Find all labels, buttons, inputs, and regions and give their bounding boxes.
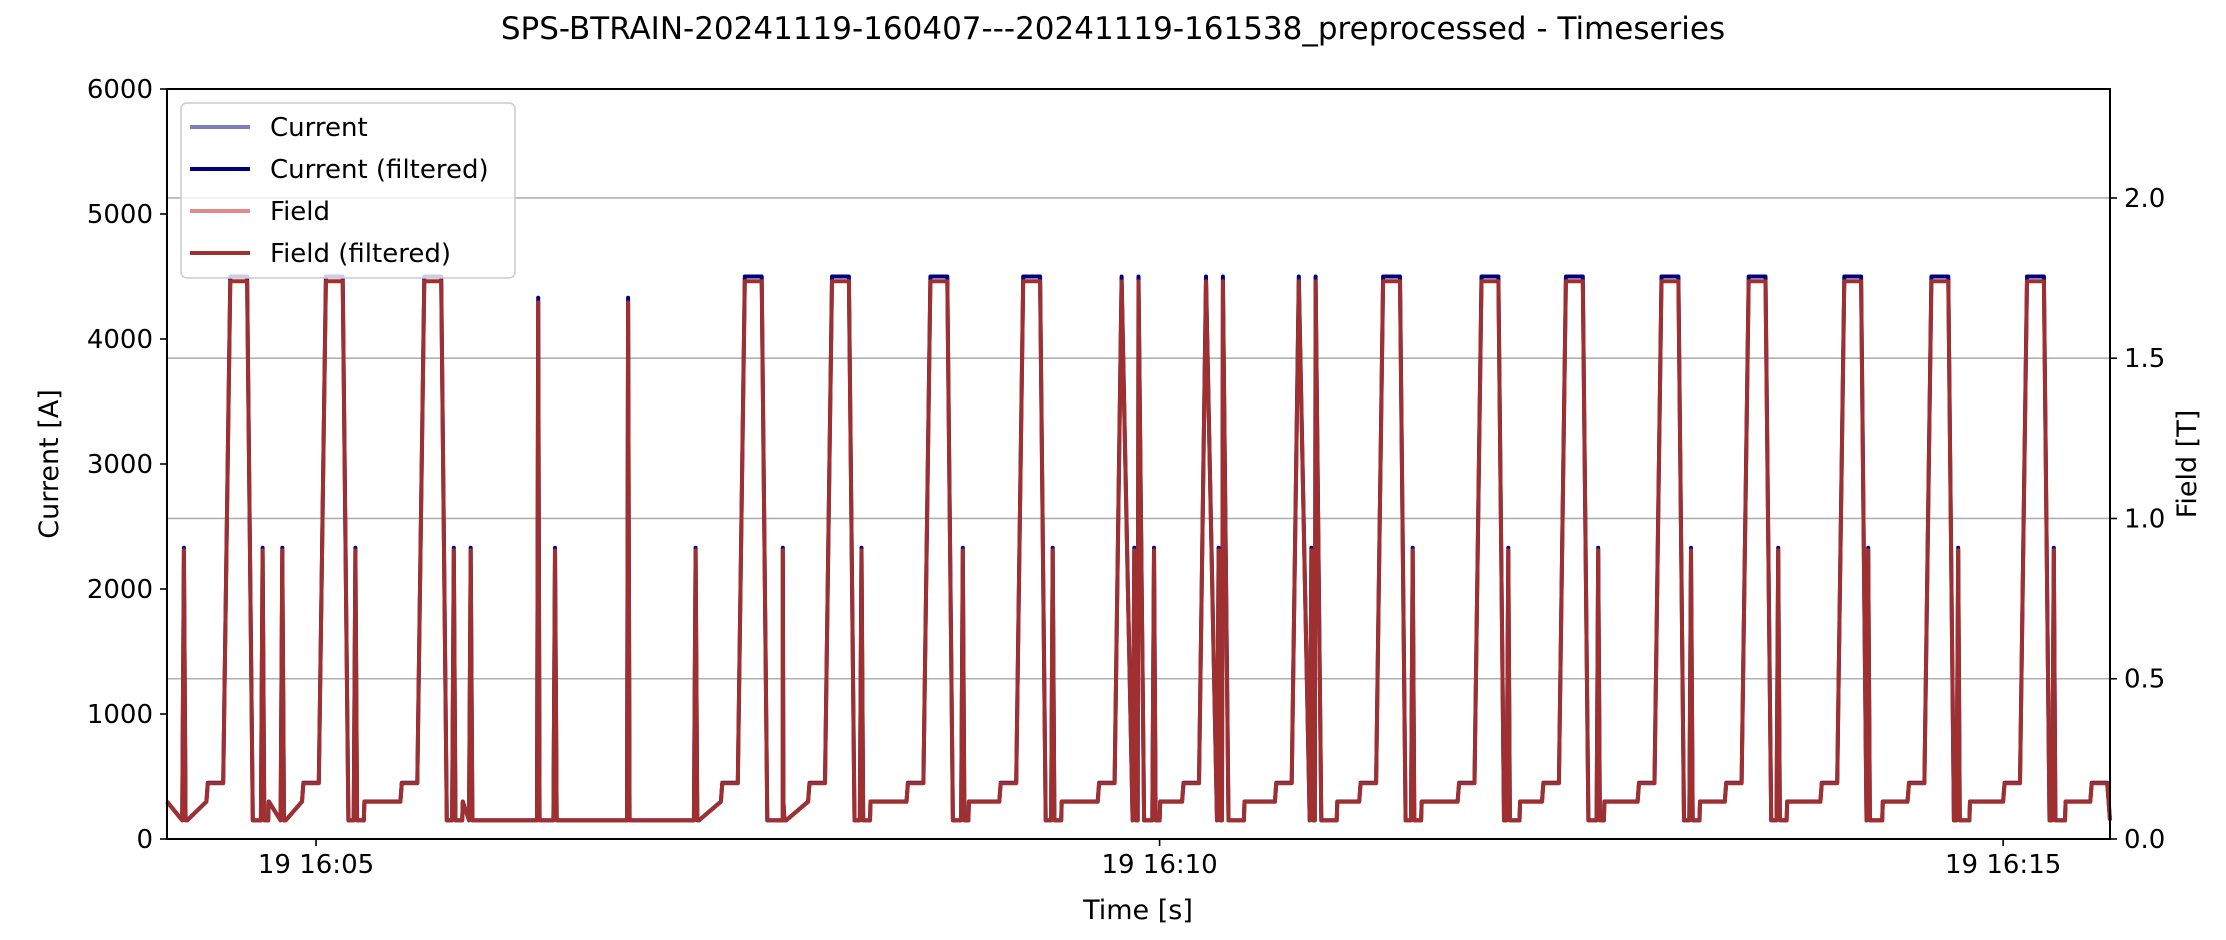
y-tick-label: 1000 — [87, 700, 153, 730]
legend-label: Field (filtered) — [270, 239, 451, 269]
y-tick-label: 4000 — [87, 325, 153, 355]
series-field-filtered-line — [165, 279, 2112, 823]
y-tick-label: 0 — [136, 825, 153, 855]
y-tick-label: 6000 — [87, 75, 153, 105]
x-tick-label: 19 16:15 — [1945, 850, 2061, 880]
y-tick-label: 3000 — [87, 450, 153, 480]
y2-tick-label: 1.5 — [2124, 344, 2165, 374]
x-tick-label: 19 16:10 — [1101, 850, 1217, 880]
y-tick-label: 2000 — [87, 575, 153, 605]
y2-tick-label: 0.5 — [2124, 665, 2165, 695]
y2-axis-label: Field [T] — [2172, 410, 2203, 518]
legend-label: Field — [270, 197, 330, 227]
legend-label: Current (filtered) — [270, 155, 489, 185]
legend-label: Current — [270, 113, 368, 143]
x-tick-label: 19 16:05 — [258, 850, 374, 880]
y-tick-label: 5000 — [87, 200, 153, 230]
y-axis-label: Current [A] — [34, 389, 65, 539]
legend: Current Current (filtered) Field Field (fil… — [180, 102, 516, 279]
legend-box — [180, 102, 516, 279]
chart-title: SPS-BTRAIN-20241119-160407---20241119-16… — [501, 11, 1725, 47]
x-axis-label: Time [s] — [1082, 895, 1193, 926]
y2-tick-label: 0.0 — [2124, 825, 2165, 855]
y2-tick-label: 1.0 — [2124, 504, 2165, 534]
y2-tick-label: 2.0 — [2124, 184, 2165, 214]
